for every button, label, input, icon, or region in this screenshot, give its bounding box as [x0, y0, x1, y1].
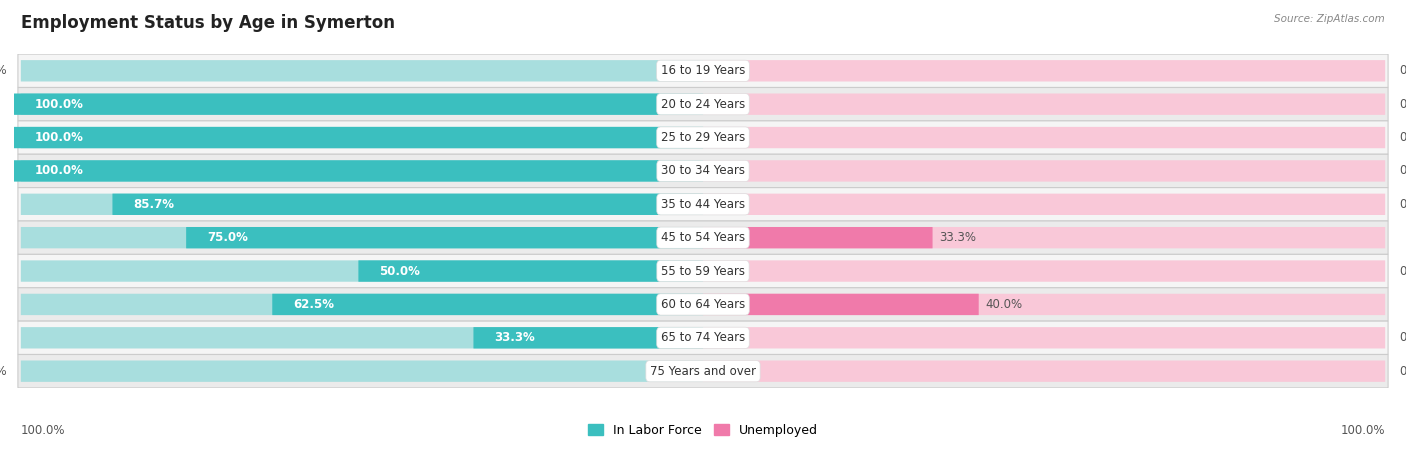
FancyBboxPatch shape	[703, 160, 1385, 182]
FancyBboxPatch shape	[21, 60, 703, 82]
Text: 0.0%: 0.0%	[1399, 198, 1406, 211]
FancyBboxPatch shape	[18, 121, 1388, 154]
FancyBboxPatch shape	[186, 227, 703, 249]
Text: 0.0%: 0.0%	[1399, 165, 1406, 177]
FancyBboxPatch shape	[18, 221, 1388, 254]
FancyBboxPatch shape	[703, 294, 1385, 315]
FancyBboxPatch shape	[21, 294, 703, 315]
FancyBboxPatch shape	[21, 360, 703, 382]
Text: 40.0%: 40.0%	[986, 298, 1022, 311]
FancyBboxPatch shape	[703, 227, 1385, 249]
Text: 100.0%: 100.0%	[1340, 424, 1385, 437]
Text: 50.0%: 50.0%	[380, 265, 420, 277]
Text: 45 to 54 Years: 45 to 54 Years	[661, 231, 745, 244]
Text: 100.0%: 100.0%	[21, 424, 66, 437]
FancyBboxPatch shape	[21, 227, 703, 249]
FancyBboxPatch shape	[14, 127, 703, 148]
Text: 100.0%: 100.0%	[35, 131, 83, 144]
Text: 30 to 34 Years: 30 to 34 Years	[661, 165, 745, 177]
Text: 0.0%: 0.0%	[1399, 265, 1406, 277]
Text: 25 to 29 Years: 25 to 29 Years	[661, 131, 745, 144]
Text: 35 to 44 Years: 35 to 44 Years	[661, 198, 745, 211]
Text: 0.0%: 0.0%	[0, 64, 7, 77]
FancyBboxPatch shape	[703, 227, 932, 249]
Text: 65 to 74 Years: 65 to 74 Years	[661, 331, 745, 344]
Text: 75.0%: 75.0%	[207, 231, 247, 244]
Text: 20 to 24 Years: 20 to 24 Years	[661, 98, 745, 110]
FancyBboxPatch shape	[21, 260, 703, 282]
Text: 33.3%: 33.3%	[939, 231, 976, 244]
FancyBboxPatch shape	[112, 193, 703, 215]
Text: 100.0%: 100.0%	[35, 98, 83, 110]
Text: Source: ZipAtlas.com: Source: ZipAtlas.com	[1274, 14, 1385, 23]
Text: 0.0%: 0.0%	[1399, 64, 1406, 77]
Text: 75 Years and over: 75 Years and over	[650, 365, 756, 377]
FancyBboxPatch shape	[21, 327, 703, 349]
FancyBboxPatch shape	[703, 127, 1385, 148]
FancyBboxPatch shape	[359, 260, 703, 282]
Text: 60 to 64 Years: 60 to 64 Years	[661, 298, 745, 311]
FancyBboxPatch shape	[273, 294, 703, 315]
FancyBboxPatch shape	[703, 294, 979, 315]
FancyBboxPatch shape	[703, 360, 1385, 382]
FancyBboxPatch shape	[18, 321, 1388, 354]
Text: Employment Status by Age in Symerton: Employment Status by Age in Symerton	[21, 14, 395, 32]
FancyBboxPatch shape	[18, 254, 1388, 288]
Text: 55 to 59 Years: 55 to 59 Years	[661, 265, 745, 277]
FancyBboxPatch shape	[18, 354, 1388, 388]
FancyBboxPatch shape	[18, 87, 1388, 121]
Legend: In Labor Force, Unemployed: In Labor Force, Unemployed	[583, 419, 823, 442]
FancyBboxPatch shape	[703, 60, 1385, 82]
FancyBboxPatch shape	[703, 193, 1385, 215]
Text: 0.0%: 0.0%	[0, 365, 7, 377]
Text: 100.0%: 100.0%	[35, 165, 83, 177]
Text: 33.3%: 33.3%	[495, 331, 536, 344]
FancyBboxPatch shape	[21, 160, 703, 182]
FancyBboxPatch shape	[703, 327, 1385, 349]
FancyBboxPatch shape	[703, 260, 1385, 282]
Text: 0.0%: 0.0%	[1399, 331, 1406, 344]
Text: 85.7%: 85.7%	[134, 198, 174, 211]
FancyBboxPatch shape	[14, 93, 703, 115]
FancyBboxPatch shape	[703, 93, 1385, 115]
FancyBboxPatch shape	[14, 160, 703, 182]
FancyBboxPatch shape	[18, 154, 1388, 188]
FancyBboxPatch shape	[18, 54, 1388, 87]
FancyBboxPatch shape	[18, 188, 1388, 221]
Text: 0.0%: 0.0%	[1399, 131, 1406, 144]
Text: 0.0%: 0.0%	[1399, 365, 1406, 377]
Text: 62.5%: 62.5%	[292, 298, 335, 311]
FancyBboxPatch shape	[21, 93, 703, 115]
FancyBboxPatch shape	[21, 193, 703, 215]
FancyBboxPatch shape	[18, 288, 1388, 321]
FancyBboxPatch shape	[474, 327, 703, 349]
FancyBboxPatch shape	[21, 127, 703, 148]
Text: 0.0%: 0.0%	[1399, 98, 1406, 110]
Text: 16 to 19 Years: 16 to 19 Years	[661, 64, 745, 77]
